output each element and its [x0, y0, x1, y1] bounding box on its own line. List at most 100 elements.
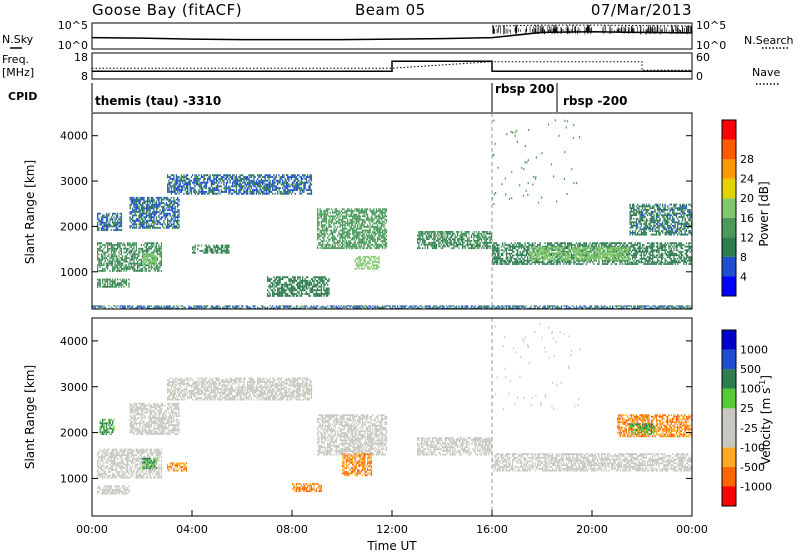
heat-cell — [288, 178, 290, 180]
heat-cell — [103, 225, 105, 228]
heat-cell — [138, 255, 140, 257]
heat-cell — [517, 252, 519, 255]
heat-cell — [338, 242, 340, 244]
heat-cell — [325, 245, 328, 248]
heat-cell — [177, 226, 179, 229]
heat-cell — [114, 268, 116, 270]
heat-cell — [225, 244, 228, 247]
heat-cell — [317, 213, 319, 216]
heat-cell — [427, 245, 429, 248]
heat-cell — [332, 218, 334, 221]
heat-cell — [359, 264, 361, 267]
heat-cell — [518, 245, 520, 248]
heat-cell — [527, 251, 529, 253]
heat-cell — [123, 247, 125, 250]
heat-cell — [480, 240, 483, 242]
heat-cell — [567, 259, 569, 262]
heat-cell — [362, 210, 364, 212]
heat-cell — [375, 211, 378, 214]
heat-cell — [267, 185, 269, 188]
heat-cell — [318, 224, 320, 227]
heat-cell — [107, 218, 109, 221]
heat-cell — [359, 255, 361, 258]
heat-cell — [308, 187, 310, 190]
heat-cell — [112, 253, 114, 256]
heat-cell — [322, 220, 324, 223]
heat-cell — [133, 223, 135, 226]
heat-cell — [347, 222, 349, 225]
heat-cell — [323, 229, 325, 232]
heat-cell — [463, 238, 465, 240]
heat-cell — [228, 189, 230, 191]
heat-cell — [112, 249, 114, 252]
heat-cell — [185, 174, 188, 177]
heat-cell — [290, 291, 293, 294]
heat-cell — [238, 179, 240, 182]
heat-cell — [295, 187, 298, 190]
heat-cell — [118, 221, 120, 224]
heat-cell — [357, 231, 359, 234]
heat-cell — [137, 260, 139, 263]
heat-cell — [128, 244, 130, 246]
heat-cell — [129, 207, 131, 210]
heat-cell — [130, 266, 132, 269]
heat-cell — [129, 205, 131, 208]
heat-cell — [489, 247, 491, 250]
heat-cell — [149, 270, 151, 272]
heat-cell — [258, 181, 260, 184]
heat-cell — [370, 243, 373, 246]
heat-cell — [573, 263, 575, 265]
heat-cell — [578, 259, 580, 262]
heat-cell — [155, 219, 158, 222]
heat-cell — [498, 252, 500, 255]
heat-cell — [153, 200, 155, 203]
heat-cell — [343, 243, 345, 246]
heat-cell — [462, 238, 464, 240]
heat-cell — [135, 225, 138, 227]
heat-cell — [174, 219, 176, 222]
heat-cell — [265, 187, 268, 190]
heat-cell — [323, 231, 325, 234]
heat-cell — [428, 236, 430, 239]
heat-cell — [549, 261, 551, 264]
heat-cell — [453, 241, 455, 244]
heat-cell — [323, 285, 325, 288]
heat-cell — [375, 208, 378, 211]
heat-cell — [275, 293, 278, 295]
heat-cell — [303, 185, 305, 188]
heat-cell — [110, 218, 113, 221]
heat-cell — [132, 216, 134, 219]
heat-cell — [147, 209, 149, 212]
heat-cell — [328, 247, 330, 250]
heat-cell — [265, 174, 268, 177]
heat-cell — [328, 240, 330, 242]
heat-cell — [504, 261, 506, 264]
heat-cell — [177, 214, 179, 217]
heat-cell — [503, 251, 505, 253]
heat-cell — [555, 263, 558, 265]
heat-cell — [250, 191, 253, 193]
heat-cell — [128, 268, 130, 270]
heat-cell — [358, 264, 360, 267]
heat-cell — [117, 221, 119, 224]
heat-cell — [120, 220, 123, 222]
heat-cell — [483, 236, 485, 239]
heat-cell — [149, 202, 151, 204]
heat-cell — [99, 284, 101, 286]
heat-cell — [263, 185, 265, 188]
heat-cell — [142, 223, 144, 226]
heat-cell — [358, 210, 360, 212]
heat-cell — [360, 264, 363, 267]
heat-cell — [142, 226, 144, 229]
heat-cell — [597, 263, 599, 265]
heat-cell — [119, 225, 121, 228]
heat-cell — [344, 217, 346, 219]
heat-cell — [177, 181, 179, 184]
heat-cell — [315, 276, 318, 279]
heat-cell — [222, 178, 224, 180]
heat-cell — [352, 238, 354, 241]
heat-cell — [320, 294, 323, 297]
heat-cell — [614, 244, 616, 246]
heat-cell — [215, 178, 218, 180]
